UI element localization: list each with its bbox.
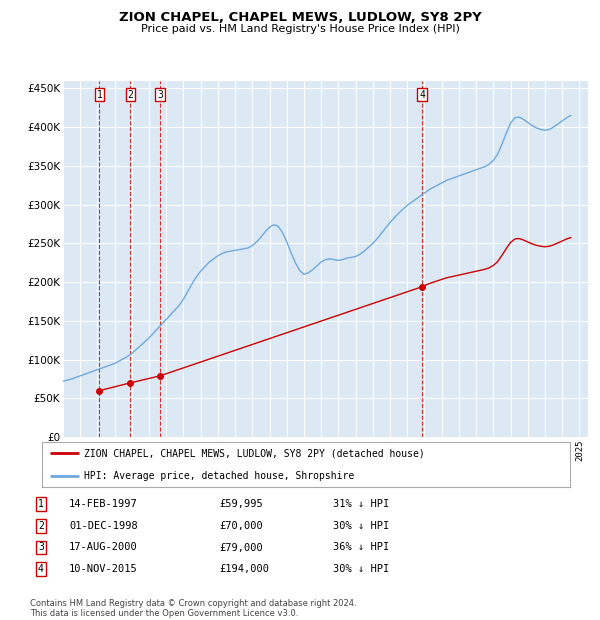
Text: 31% ↓ HPI: 31% ↓ HPI bbox=[333, 499, 389, 509]
Text: 36% ↓ HPI: 36% ↓ HPI bbox=[333, 542, 389, 552]
Text: Price paid vs. HM Land Registry's House Price Index (HPI): Price paid vs. HM Land Registry's House … bbox=[140, 24, 460, 33]
Text: 3: 3 bbox=[157, 89, 163, 100]
Text: 4: 4 bbox=[38, 564, 44, 574]
Text: HPI: Average price, detached house, Shropshire: HPI: Average price, detached house, Shro… bbox=[84, 471, 355, 480]
Text: 4: 4 bbox=[419, 89, 425, 100]
Text: £70,000: £70,000 bbox=[219, 521, 263, 531]
Text: ZION CHAPEL, CHAPEL MEWS, LUDLOW, SY8 2PY: ZION CHAPEL, CHAPEL MEWS, LUDLOW, SY8 2P… bbox=[119, 11, 481, 24]
Text: 01-DEC-1998: 01-DEC-1998 bbox=[69, 521, 138, 531]
Text: 1: 1 bbox=[38, 499, 44, 509]
Text: ZION CHAPEL, CHAPEL MEWS, LUDLOW, SY8 2PY (detached house): ZION CHAPEL, CHAPEL MEWS, LUDLOW, SY8 2P… bbox=[84, 448, 425, 458]
Text: 3: 3 bbox=[38, 542, 44, 552]
Text: 2: 2 bbox=[128, 89, 133, 100]
Text: £59,995: £59,995 bbox=[219, 499, 263, 509]
Text: 17-AUG-2000: 17-AUG-2000 bbox=[69, 542, 138, 552]
Text: £79,000: £79,000 bbox=[219, 542, 263, 552]
Text: 1: 1 bbox=[97, 89, 103, 100]
Text: 14-FEB-1997: 14-FEB-1997 bbox=[69, 499, 138, 509]
Text: 10-NOV-2015: 10-NOV-2015 bbox=[69, 564, 138, 574]
Text: Contains HM Land Registry data © Crown copyright and database right 2024.
This d: Contains HM Land Registry data © Crown c… bbox=[30, 599, 356, 618]
Text: 30% ↓ HPI: 30% ↓ HPI bbox=[333, 521, 389, 531]
Text: 30% ↓ HPI: 30% ↓ HPI bbox=[333, 564, 389, 574]
Text: 2: 2 bbox=[38, 521, 44, 531]
Text: £194,000: £194,000 bbox=[219, 564, 269, 574]
